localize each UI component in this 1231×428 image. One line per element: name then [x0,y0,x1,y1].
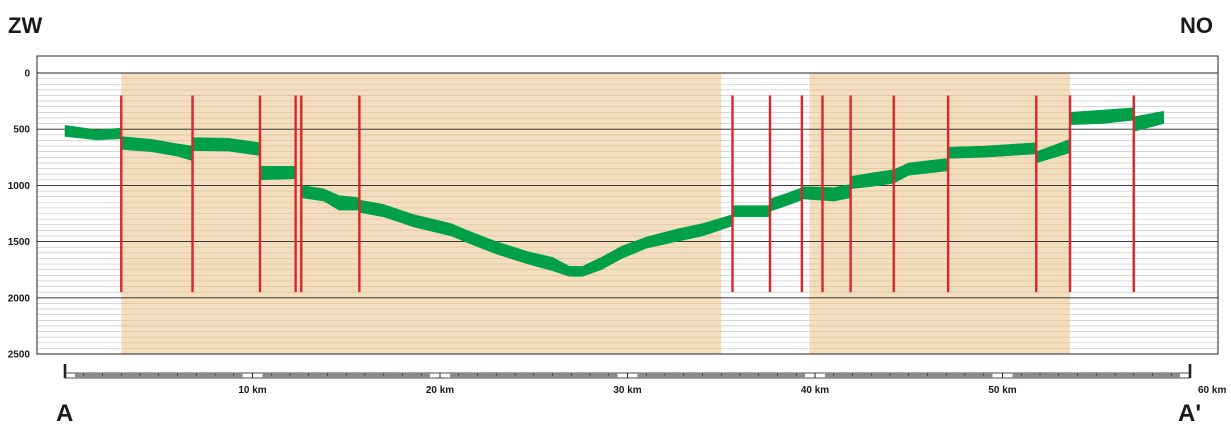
faults-layer [120,95,1135,293]
distance-tick-label: 20 km [426,385,454,396]
distance-scale-bar: 10 km 20 km 30 km 40 km 50 km 60 km [63,364,1226,396]
depth-tick-label: 2000 [8,293,31,304]
distance-tick-label: 30 km [613,385,641,396]
depth-axis: 0 500 1000 1500 2000 2500 [8,69,31,361]
depth-tick-label: 500 [13,125,30,136]
strata-segment [259,166,296,181]
section-start-label: A [56,400,73,427]
strata-segment [732,205,771,218]
depth-tick-label: 2500 [8,350,31,361]
distance-tick-label: 40 km [801,385,829,396]
depth-tick-label: 1000 [8,181,31,192]
distance-tick-label: 60 km [1198,385,1226,396]
left-direction-label: ZW [8,13,42,38]
right-direction-label: NO [1180,13,1213,38]
strata-segment [1133,110,1165,132]
distance-tick-label: 10 km [238,385,266,396]
strata-segment [64,125,122,141]
depth-tick-label: 0 [24,69,30,80]
section-end-label: A' [1178,400,1201,427]
strata-segment [1069,107,1135,125]
distance-tick-label: 50 km [988,385,1016,396]
depth-tick-label: 1500 [8,237,31,248]
plot-frame [36,55,1219,355]
